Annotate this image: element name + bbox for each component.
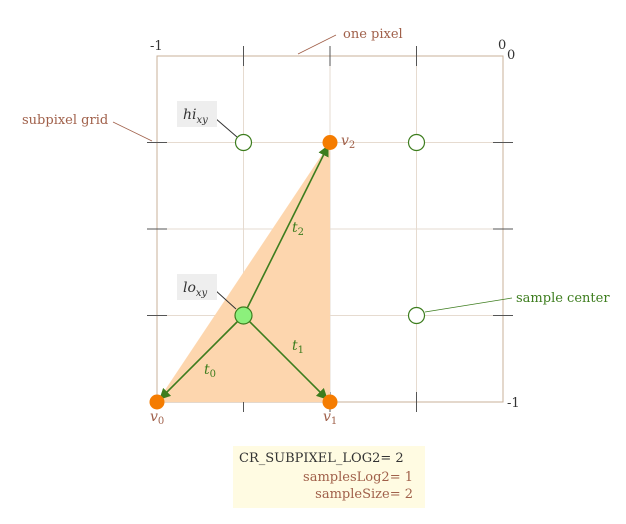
param-samples-log2: samplesLog2= 1 [303,470,413,485]
sample-circle-top-right [407,133,426,152]
label-v0: v0 [150,409,164,427]
label-top-right-b: 0 [507,48,515,63]
param-sample-size: sampleSize= 2 [315,487,413,502]
parameters-box: CR_SUBPIXEL_LOG2= 2 samplesLog2= 1 sampl… [233,446,425,508]
triangle [157,142,330,402]
label-subpixel-grid: subpixel grid [22,113,108,128]
sample-circle-hi [234,133,253,152]
label-bottom-right: -1 [507,396,520,411]
sample-center-leader [424,297,513,313]
label-sample-center: sample center [516,291,610,306]
hi-leader [214,117,238,138]
label-t0: t0 [204,362,216,380]
sample-circle-bottom-right [407,306,426,325]
param-cr-subpixel-log2: CR_SUBPIXEL_LOG2= 2 [239,451,404,466]
label-v1: v1 [323,409,337,427]
vertex-v1 [322,394,338,410]
leader-lines [112,34,337,142]
grid-ticks [147,46,513,412]
lo-leader [214,289,237,310]
label-top-right-a: 0 [498,38,506,53]
arrow-t0 [159,314,245,400]
label-top-left: -1 [150,39,163,54]
arrow-t1 [242,314,328,400]
edge-arrows [159,144,329,400]
label-hi-xy: hixy [183,107,208,126]
lo-sample-circle [234,306,253,325]
hi-label-box [177,101,217,127]
lo-label-box [177,274,217,300]
label-v2: v2 [341,133,355,151]
label-t1: t1 [292,338,304,356]
label-t2: t2 [292,220,304,238]
arrow-t2 [242,144,329,316]
label-one-pixel: one pixel [343,27,403,42]
vertex-v0 [149,394,165,410]
vertex-v2 [322,135,338,150]
label-lo-xy: loxy [183,280,208,299]
